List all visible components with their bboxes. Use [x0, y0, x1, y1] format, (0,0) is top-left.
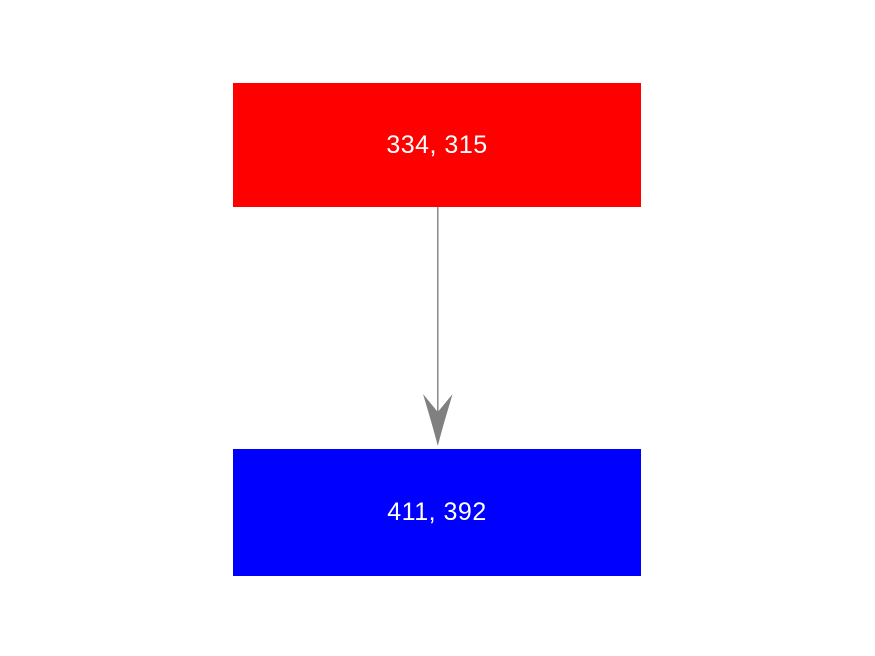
edge-connector: [423, 207, 453, 446]
flowchart-node-bottom: 411, 392: [233, 449, 641, 576]
node-top-label: 334, 315: [386, 130, 488, 159]
arrow-down-icon: [423, 394, 453, 446]
node-bottom-label: 411, 392: [387, 498, 487, 526]
flowchart-node-top: 334, 315: [233, 83, 641, 207]
